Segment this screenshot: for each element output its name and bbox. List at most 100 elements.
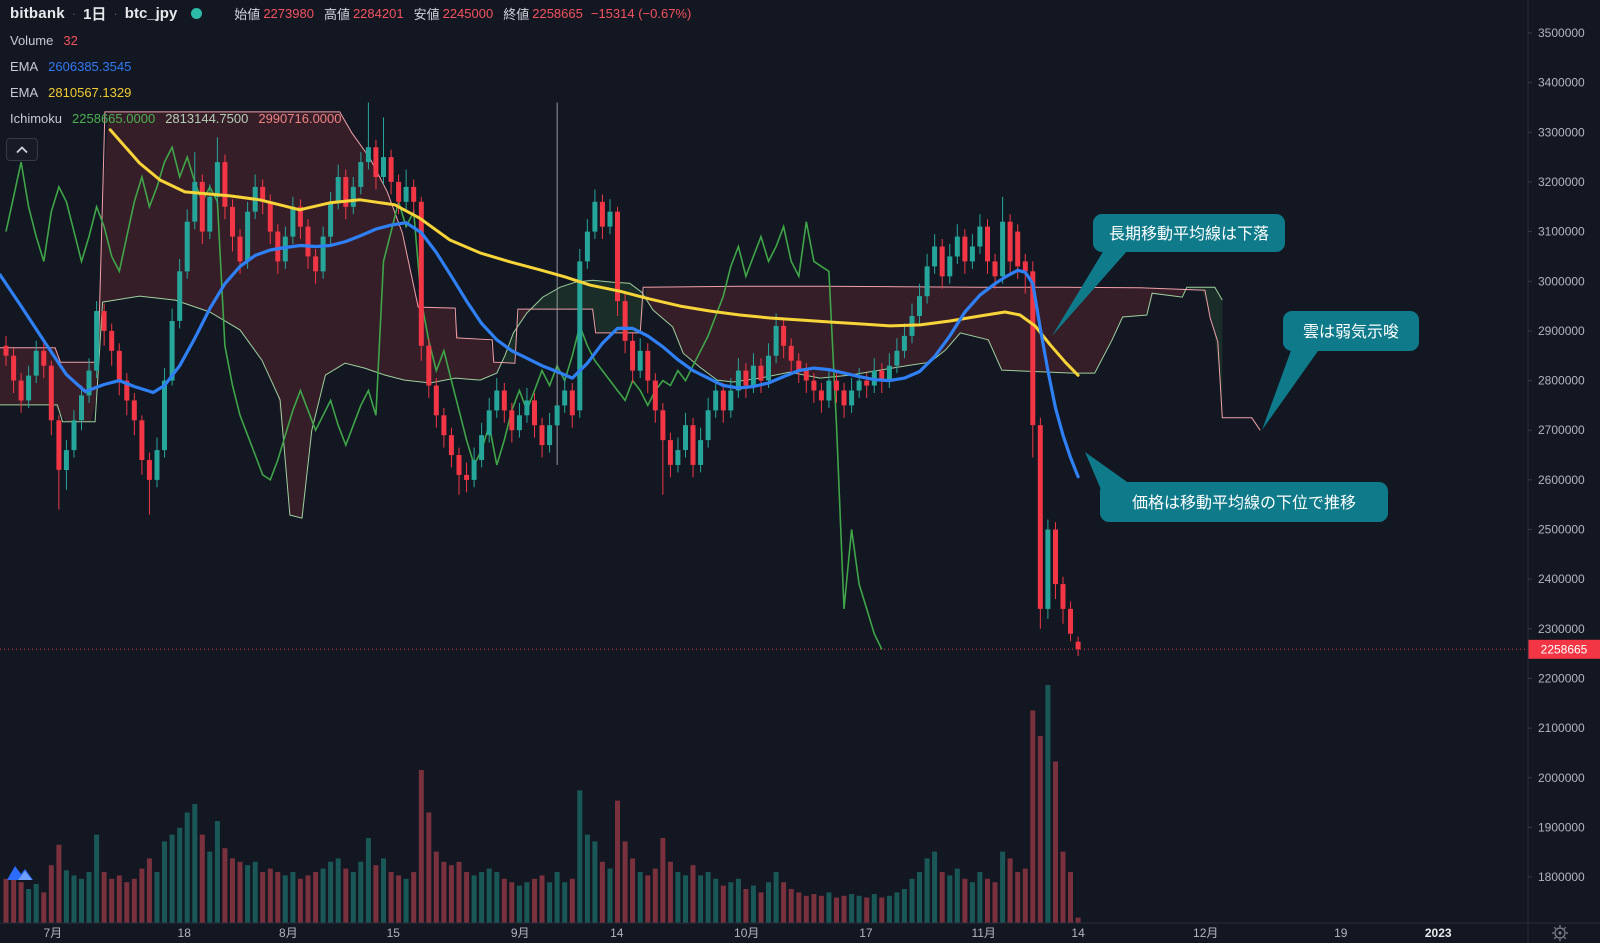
volume-bar — [547, 882, 553, 923]
volume-bar — [818, 895, 824, 923]
cloud-bear-segment — [114, 111, 121, 301]
cloud-bear-segment — [223, 111, 230, 324]
candle-down — [758, 365, 764, 381]
pair-name[interactable]: btc_jpy — [124, 5, 178, 22]
low-value: 2245000 — [442, 6, 494, 21]
volume-bar — [901, 889, 907, 923]
cloud-bear-segment — [241, 111, 248, 341]
price-axis-label: 2500000 — [1538, 523, 1585, 537]
callout-price-below-ma[interactable]: 価格は移動平均線の下位で推移 — [1085, 452, 1388, 522]
candle-down — [18, 380, 24, 401]
candle-down — [939, 246, 945, 277]
candle-up — [547, 425, 553, 446]
senkou-lines — [0, 111, 1261, 519]
callout-cloud-bearish[interactable]: 雲は弱気示唆 — [1262, 311, 1419, 430]
callout-ema-falling[interactable]: 長期移動平均線は下落 — [1052, 214, 1285, 336]
close-value: 2258665 — [532, 6, 583, 21]
candle-up — [79, 395, 84, 421]
volume-bar — [969, 882, 975, 923]
candle-down — [456, 455, 462, 475]
candle-up — [494, 390, 500, 411]
cloud-bear-segment — [664, 286, 671, 325]
volume-bar — [33, 883, 39, 923]
indicator-row-ema-slow[interactable]: EMA 2810567.1329 — [10, 79, 691, 105]
volume-bar — [335, 858, 341, 923]
volume-bar — [207, 851, 213, 923]
separator-dot: · — [113, 6, 118, 21]
volume-bar — [222, 848, 228, 923]
volume-bar — [539, 875, 545, 923]
volume-bar — [388, 872, 394, 923]
cloud-bear-segment — [302, 111, 308, 519]
volume-bar — [124, 882, 130, 923]
candle-down — [146, 460, 152, 480]
legend-collapse-button[interactable] — [6, 138, 38, 161]
indicator-row-ichimoku[interactable]: Ichimoku 2258665.0000 2813144.7500 29907… — [10, 105, 691, 131]
candle-up — [969, 246, 975, 262]
volume-bar — [977, 872, 983, 923]
platform-logo[interactable] — [6, 860, 36, 887]
ema-lines — [0, 128, 1080, 479]
candle-down — [3, 345, 9, 356]
volume-bar — [441, 861, 447, 923]
indicator-row-volume[interactable]: Volume 32 — [10, 27, 691, 53]
cloud-bear-segment — [815, 286, 822, 378]
price-axis-label: 2700000 — [1538, 423, 1585, 437]
time-axis-label: 19 — [1334, 926, 1348, 940]
volume-bar — [554, 872, 560, 923]
symbol-name[interactable]: bitbank — [10, 5, 65, 22]
volume-bar — [917, 872, 922, 923]
candle-up — [766, 355, 771, 381]
cloud-bear-segment — [308, 111, 314, 465]
price-axis-label: 2400000 — [1538, 572, 1585, 586]
volume-bar — [909, 878, 915, 923]
cloud-bear-segment — [972, 287, 979, 338]
chevron-up-icon — [16, 145, 28, 153]
volume-bar — [713, 878, 719, 923]
volume-bar — [826, 892, 832, 923]
cloud-bear-segment — [326, 111, 333, 375]
cloud-bear-segment — [404, 243, 411, 381]
volume-bar — [592, 841, 598, 923]
cloud-bear-segment — [1123, 287, 1130, 317]
cloud-bear-segment — [1093, 287, 1100, 374]
candle-down — [426, 345, 432, 386]
last-price-tag-value: 2258665 — [1541, 642, 1588, 656]
volume-bar — [343, 868, 349, 923]
candle-down — [313, 256, 319, 272]
close-label: 終値 — [503, 7, 530, 22]
volume-bar — [607, 868, 613, 923]
volume-bar — [418, 770, 424, 923]
volume-bar — [41, 892, 47, 923]
volume-bars — [3, 685, 1081, 923]
volume-bar — [992, 882, 998, 923]
candle-down — [56, 420, 62, 470]
candle-down — [622, 301, 628, 341]
cloud-bear-segment — [827, 286, 834, 378]
exchange-logo-icon — [191, 8, 203, 19]
cloud-bear-segment — [954, 287, 961, 340]
indicator-row-ema-fast[interactable]: EMA 2606385.3545 — [10, 53, 691, 79]
cloud-bull-segment — [634, 286, 641, 333]
cloud-bull-segment — [549, 289, 556, 310]
axis-settings-gear-icon[interactable] — [1552, 925, 1568, 941]
volume-bar — [479, 872, 485, 923]
volume-bar — [199, 834, 205, 923]
cloud-bear-segment — [175, 111, 182, 303]
volume-bar — [622, 841, 628, 923]
symbol-header[interactable]: bitbank · 1日 · btc_jpy 始値 2273980 高値 228… — [10, 0, 691, 27]
timeframe[interactable]: 1日 — [83, 6, 107, 23]
candles — [3, 102, 1081, 657]
candle-down — [788, 345, 794, 361]
cloud-bear-segment — [459, 338, 465, 379]
cloud-bull-segment — [537, 296, 544, 310]
volume-bar — [1075, 917, 1081, 923]
candle-down — [441, 415, 447, 436]
candle-up — [637, 350, 643, 371]
candle-down — [962, 236, 968, 262]
candle-up — [33, 350, 39, 376]
time-axis-label: 14 — [1071, 926, 1085, 940]
cloud-bear-segment — [259, 111, 266, 369]
